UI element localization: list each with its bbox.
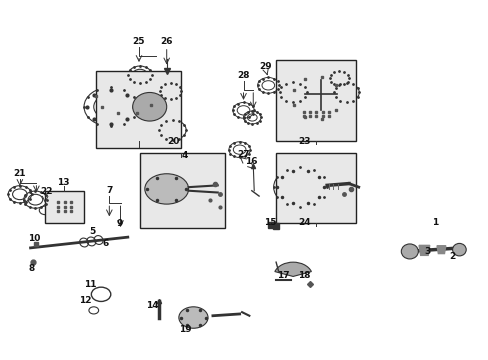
Text: 28: 28 bbox=[237, 71, 249, 80]
Ellipse shape bbox=[452, 243, 465, 256]
Wedge shape bbox=[274, 262, 311, 276]
Bar bbox=[140, 153, 224, 228]
Text: 23: 23 bbox=[298, 137, 310, 146]
Text: 26: 26 bbox=[160, 37, 173, 46]
Text: 6: 6 bbox=[102, 239, 109, 248]
Text: 17: 17 bbox=[276, 271, 288, 280]
Ellipse shape bbox=[401, 244, 417, 259]
Ellipse shape bbox=[179, 307, 207, 328]
Text: 16: 16 bbox=[244, 157, 257, 166]
Text: 18: 18 bbox=[298, 271, 310, 280]
Text: 15: 15 bbox=[264, 218, 276, 227]
Text: 8: 8 bbox=[28, 264, 35, 273]
Polygon shape bbox=[436, 246, 445, 253]
Text: 4: 4 bbox=[182, 151, 188, 160]
Text: 3: 3 bbox=[424, 247, 430, 256]
Bar bbox=[276, 153, 356, 223]
Text: 20: 20 bbox=[167, 137, 179, 146]
Polygon shape bbox=[418, 246, 429, 255]
Bar bbox=[96, 71, 181, 148]
Text: 12: 12 bbox=[79, 296, 91, 305]
Text: 11: 11 bbox=[84, 280, 97, 289]
Text: 13: 13 bbox=[57, 178, 70, 187]
Text: 9: 9 bbox=[117, 219, 123, 228]
Text: 29: 29 bbox=[259, 62, 271, 71]
Bar bbox=[276, 60, 356, 141]
Text: 14: 14 bbox=[145, 301, 158, 310]
Text: 1: 1 bbox=[431, 218, 438, 227]
Text: 2: 2 bbox=[448, 252, 455, 261]
Text: 21: 21 bbox=[14, 169, 26, 178]
Text: 19: 19 bbox=[179, 325, 191, 334]
Text: 7: 7 bbox=[106, 186, 112, 195]
Text: 25: 25 bbox=[132, 37, 145, 46]
Text: 5: 5 bbox=[89, 226, 96, 235]
Ellipse shape bbox=[132, 93, 166, 121]
Bar bbox=[45, 191, 84, 223]
Ellipse shape bbox=[144, 174, 188, 204]
Text: 22: 22 bbox=[41, 187, 53, 196]
Text: 24: 24 bbox=[297, 218, 310, 227]
Text: 10: 10 bbox=[28, 234, 41, 243]
Text: 27: 27 bbox=[237, 150, 249, 159]
